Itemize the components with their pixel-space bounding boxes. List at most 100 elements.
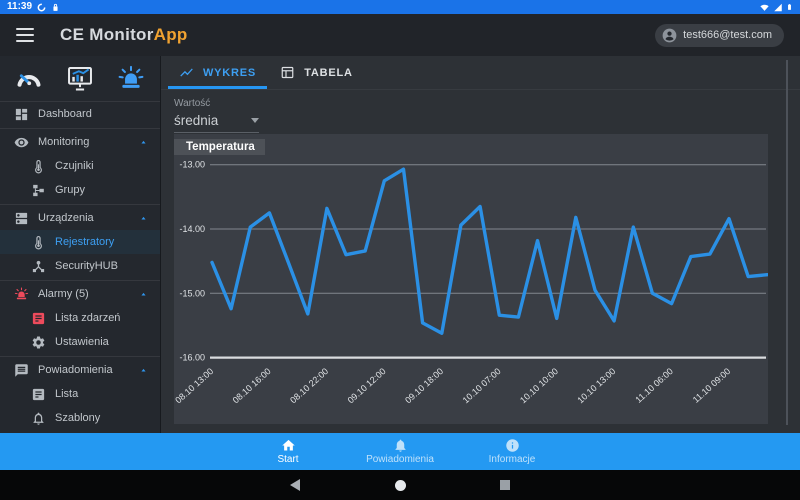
hub-icon: [31, 259, 46, 274]
sidebar-item-label: Czujniki: [55, 160, 94, 172]
cell-signal-icon: [773, 3, 783, 12]
sidebar-item-label: Alarmy (5): [38, 288, 89, 300]
sidebar-item-label: Grupy: [55, 184, 85, 196]
sidebar-item-szablony[interactable]: Szablony: [0, 406, 160, 430]
bottomnav-item-label: Start: [277, 454, 299, 465]
sidebar-item-label: Lista: [55, 388, 79, 400]
bottomnav-item-powiadomienia[interactable]: Powiadomienia: [344, 438, 456, 465]
sidebar-item-label: Powiadomienia: [38, 364, 113, 376]
chevron-up-icon[interactable]: [139, 214, 148, 223]
group-icon: [31, 183, 46, 198]
sidebar-item-lista-zdarzeń[interactable]: Lista zdarzeń: [0, 306, 160, 330]
sidebar-item-rejestratory[interactable]: Rejestratory: [0, 230, 160, 254]
data-saver-icon: [37, 3, 46, 12]
gauge-icon[interactable]: [12, 64, 46, 94]
tab-wykres[interactable]: WYKRES: [168, 56, 267, 89]
scrollbar[interactable]: [786, 60, 788, 425]
sidebar-item-czujniki[interactable]: Czujniki: [0, 154, 160, 178]
recents-button[interactable]: [498, 478, 512, 492]
bell-filled-icon: [393, 438, 408, 453]
x-tick-label: 09.10 12:00: [346, 366, 388, 405]
back-icon: [290, 479, 300, 491]
app-title: CE MonitorApp: [60, 25, 188, 45]
sidebar-item-ustawienia[interactable]: Ustawienia: [0, 330, 160, 354]
eye-icon: [14, 135, 29, 150]
dashboard-icon: [14, 107, 29, 122]
value-select[interactable]: średnia: [174, 113, 259, 133]
status-bar: 11:39: [0, 0, 800, 14]
thermometer-icon: [31, 159, 46, 174]
sidebar-item-lista[interactable]: Lista: [0, 382, 160, 406]
home-icon: [281, 438, 296, 453]
bottomnav-item-label: Powiadomienia: [366, 454, 434, 465]
chevron-up-icon[interactable]: [139, 290, 148, 299]
sidebar-item-powiadomienia[interactable]: Powiadomienia: [0, 358, 160, 382]
status-time: 11:39: [7, 1, 33, 12]
message-icon: [14, 363, 29, 378]
tab-tabela[interactable]: TABELA: [267, 56, 366, 89]
x-tick-label: 08.10 13:00: [174, 366, 215, 405]
monitor-chart-icon[interactable]: [63, 64, 97, 94]
sidebar-item-securityhub[interactable]: SecurityHUB: [0, 254, 160, 278]
account-email: test666@test.com: [683, 29, 772, 41]
sidebar-divider: [0, 203, 160, 205]
y-tick-label: -14.00: [179, 224, 205, 234]
sidebar-item-urządzenia[interactable]: Urządzenia: [0, 206, 160, 230]
system-navigation-bar: [0, 470, 800, 500]
x-tick-label: 09.10 18:00: [403, 366, 445, 405]
value-filter: Wartość średnia: [174, 98, 259, 133]
chevron-up-icon[interactable]: [139, 138, 148, 147]
sidebar-item-label: Szablony: [55, 412, 101, 424]
back-button[interactable]: [288, 478, 302, 492]
chevron-up-icon[interactable]: [139, 366, 148, 375]
sidebar-divider: [0, 355, 160, 357]
y-tick-label: -16.00: [179, 353, 205, 363]
dropdown-arrow-icon: [251, 118, 259, 123]
sidebar-item-label: SecurityHUB: [55, 260, 118, 272]
thermometer-icon: [31, 235, 46, 250]
x-tick-label: 08.10 22:00: [288, 366, 330, 405]
sidebar-item-alarmy-5[interactable]: Alarmy (5): [0, 282, 160, 306]
x-tick-label: 10.10 13:00: [575, 366, 617, 405]
event-list-icon: [31, 311, 46, 326]
home-button[interactable]: [393, 478, 407, 492]
lock-icon: [51, 3, 60, 12]
sidebar-item-label: Lista zdarzeń: [55, 312, 121, 324]
event-list-icon: [31, 387, 46, 402]
siren-red-icon: [14, 286, 29, 302]
x-tick-label: 10.10 10:00: [518, 366, 560, 405]
sidebar-item-label: Ustawienia: [55, 336, 109, 348]
bottom-nav: Start Powiadomienia Informacje: [0, 433, 800, 470]
app-title-accent: App: [153, 25, 188, 44]
x-tick-label: 11.10 06:00: [633, 366, 675, 405]
sidebar: Dashboard Monitoring Czujniki Grupy Urządzen…: [0, 56, 161, 433]
chart-panel: Temperatura -13.00 -14.00 -15.00 -16.00 08.1…: [174, 134, 768, 424]
chart-title: Temperatura: [174, 139, 265, 155]
app-title-primary: CE Monitor: [60, 25, 154, 44]
filter-label: Wartość: [174, 98, 211, 109]
account-avatar-icon: [662, 28, 677, 43]
sidebar-item-label: Rejestratory: [55, 236, 115, 248]
y-tick-label: -13.00: [179, 160, 205, 170]
siren-icon[interactable]: [114, 64, 148, 94]
x-tick-label: 11.10 09:00: [691, 366, 733, 405]
sidebar-item-monitoring[interactable]: Monitoring: [0, 130, 160, 154]
bottomnav-item-start[interactable]: Start: [232, 438, 344, 465]
sidebar-item-label: Dashboard: [38, 108, 92, 120]
bell-icon: [31, 411, 46, 426]
bottomnav-item-label: Informacje: [488, 454, 536, 465]
menu-button[interactable]: [16, 28, 34, 42]
x-tick-label: 10.10 07:00: [461, 366, 503, 405]
bottomnav-item-informacje[interactable]: Informacje: [456, 438, 568, 465]
battery-icon: [786, 2, 793, 12]
tab-bar: WYKRES TABELA: [161, 56, 800, 90]
account-chip[interactable]: test666@test.com: [655, 23, 784, 47]
devices-icon: [14, 211, 29, 226]
tab-label: TABELA: [304, 66, 353, 79]
gear-icon: [31, 335, 46, 350]
recents-square-icon: [500, 480, 510, 490]
sidebar-item-grupy[interactable]: Grupy: [0, 178, 160, 202]
sidebar-item-dashboard[interactable]: Dashboard: [0, 102, 160, 126]
app-body: Dashboard Monitoring Czujniki Grupy Urządzen…: [0, 56, 800, 433]
